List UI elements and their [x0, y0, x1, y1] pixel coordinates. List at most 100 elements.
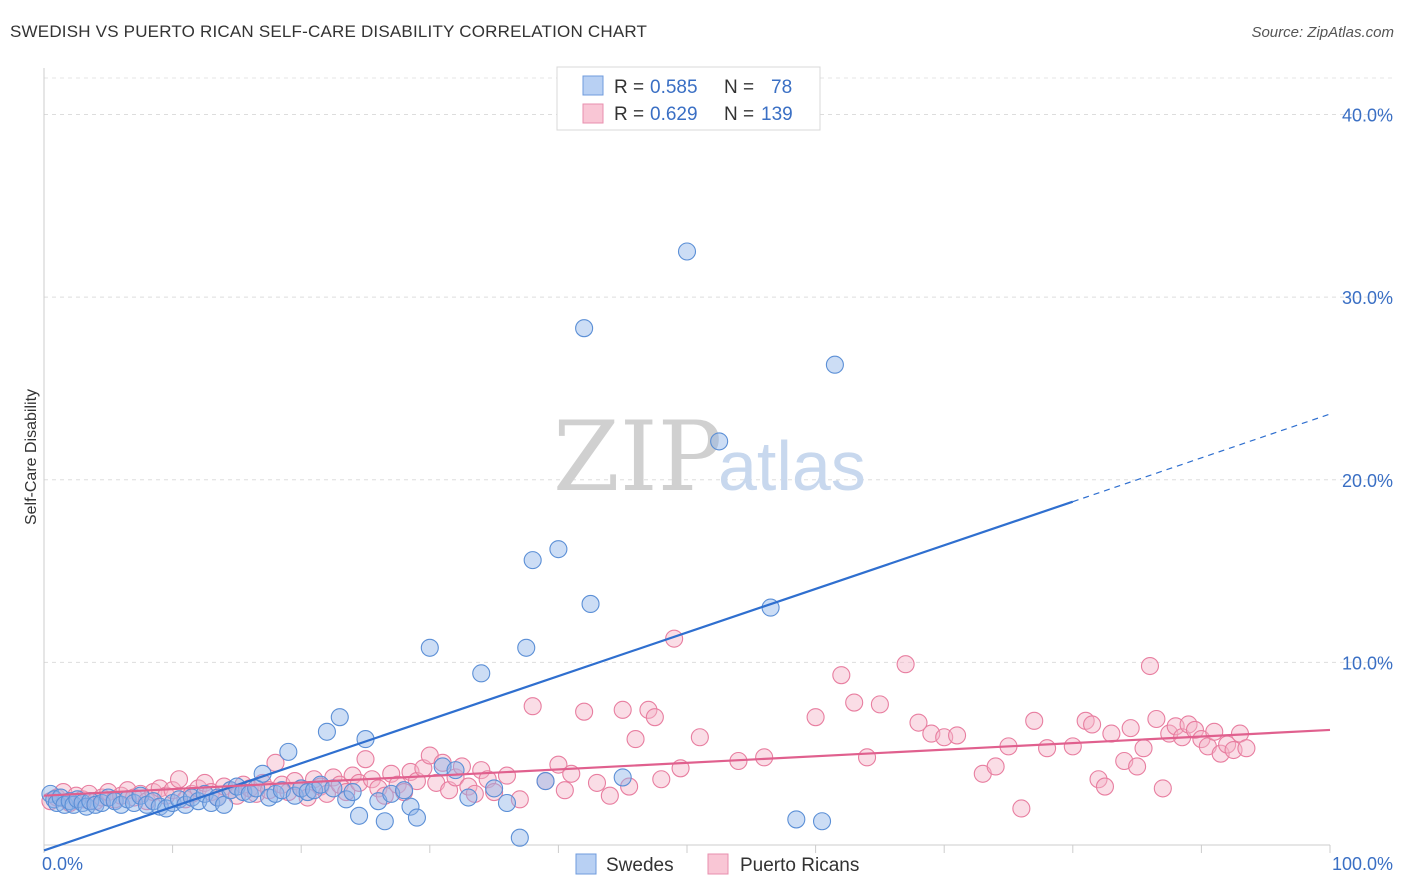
series-swatch-puerto-ricans — [707, 853, 729, 875]
data-point — [446, 761, 465, 780]
data-point — [626, 730, 645, 749]
data-point — [1147, 709, 1166, 729]
data-point — [1038, 739, 1057, 758]
data-point — [485, 779, 504, 798]
watermark: ZIP atlas — [553, 401, 866, 513]
series-label-puerto-ricans: Puerto Ricans — [740, 855, 859, 876]
data-point — [517, 638, 536, 657]
data-point — [600, 786, 619, 805]
axes — [43, 68, 1331, 853]
data-point — [587, 773, 607, 792]
trend-line — [43, 500, 1074, 852]
series-label-swedes: Swedes — [606, 855, 674, 876]
data-point — [575, 702, 594, 721]
legend-n-value: 139 — [761, 104, 793, 125]
legend-n-value: 78 — [771, 77, 792, 98]
y-axis-label: Self-Care Disability — [23, 389, 40, 525]
legend-n-label: N = — [724, 104, 754, 125]
svg-text:ZIP: ZIP — [553, 401, 722, 513]
data-point — [909, 713, 928, 732]
data-point — [1012, 799, 1031, 818]
data-point — [1121, 719, 1140, 738]
data-point — [845, 693, 864, 712]
legend-r-label: R = — [614, 77, 644, 98]
data-point — [1063, 737, 1082, 756]
data-point — [169, 770, 189, 789]
data-point — [523, 551, 542, 570]
data-point — [755, 748, 774, 767]
data-point — [420, 638, 439, 657]
data-point — [1102, 724, 1121, 743]
data-point — [555, 781, 574, 800]
series-swatch-swedes — [575, 853, 597, 875]
data-point — [1089, 770, 1108, 789]
legend-r-value: 0.629 — [650, 104, 698, 125]
data-point — [575, 319, 594, 338]
svg-text:atlas: atlas — [718, 427, 866, 505]
data-point — [459, 777, 478, 796]
data-point — [1153, 779, 1172, 798]
x-tick-label: 100.0% — [1332, 854, 1393, 874]
data-point — [375, 812, 394, 831]
data-point — [620, 777, 639, 796]
data-point — [1140, 656, 1160, 676]
data-point — [812, 812, 832, 831]
legend-swatch-swedes — [582, 75, 604, 96]
data-point — [343, 782, 362, 802]
data-point — [1128, 757, 1147, 776]
chart-title: SWEDISH VS PUERTO RICAN SELF-CARE DISABI… — [10, 22, 648, 41]
data-point — [645, 708, 664, 727]
data-point — [1134, 739, 1153, 758]
data-point — [787, 810, 806, 829]
grid-lines — [44, 77, 1392, 663]
data-point — [870, 695, 889, 714]
x-tick-labels: 0.0% 100.0% — [42, 854, 1393, 874]
data-point — [395, 781, 414, 800]
data-point — [285, 772, 304, 791]
data-point — [986, 757, 1005, 776]
data-point — [581, 594, 600, 613]
data-point — [825, 355, 844, 374]
y-tick-label: 20.0% — [1342, 471, 1393, 491]
data-point — [337, 790, 356, 809]
data-point — [350, 806, 369, 825]
trend-lines — [43, 413, 1331, 852]
data-point — [536, 772, 555, 791]
data-point — [896, 655, 915, 674]
data-point — [857, 748, 877, 767]
legend-r-label: R = — [614, 104, 644, 125]
series-legend: Swedes Puerto Ricans — [575, 853, 859, 876]
source-label: Source: ZipAtlas.com — [1251, 24, 1394, 41]
data-point — [710, 432, 729, 451]
y-tick-label: 10.0% — [1342, 653, 1393, 673]
data-point — [497, 793, 517, 813]
data-point — [510, 828, 529, 847]
trend-line — [43, 728, 1331, 797]
data-point — [639, 700, 658, 719]
data-points — [41, 242, 1256, 847]
data-point — [677, 242, 697, 261]
trend-line-extension — [1072, 413, 1331, 503]
legend-r-value: 0.585 — [650, 77, 698, 98]
data-point — [806, 708, 825, 727]
data-point — [279, 742, 298, 761]
data-point — [613, 768, 632, 787]
data-point — [1237, 739, 1256, 758]
data-point — [407, 808, 426, 827]
data-point — [549, 540, 568, 559]
x-tick-label: 0.0% — [42, 854, 83, 874]
data-point — [401, 797, 420, 816]
legend-swatch-puerto-ricans — [582, 103, 604, 124]
data-point — [523, 697, 542, 716]
data-point — [497, 766, 517, 785]
data-point — [459, 788, 478, 807]
data-point — [356, 750, 375, 769]
data-point — [330, 708, 349, 727]
data-point — [1185, 720, 1205, 740]
y-tick-labels: 10.0% 20.0% 30.0% 40.0% — [1342, 106, 1393, 674]
y-tick-label: 40.0% — [1342, 106, 1393, 126]
data-point — [832, 666, 851, 685]
data-point — [317, 722, 336, 741]
data-point — [1095, 777, 1114, 796]
